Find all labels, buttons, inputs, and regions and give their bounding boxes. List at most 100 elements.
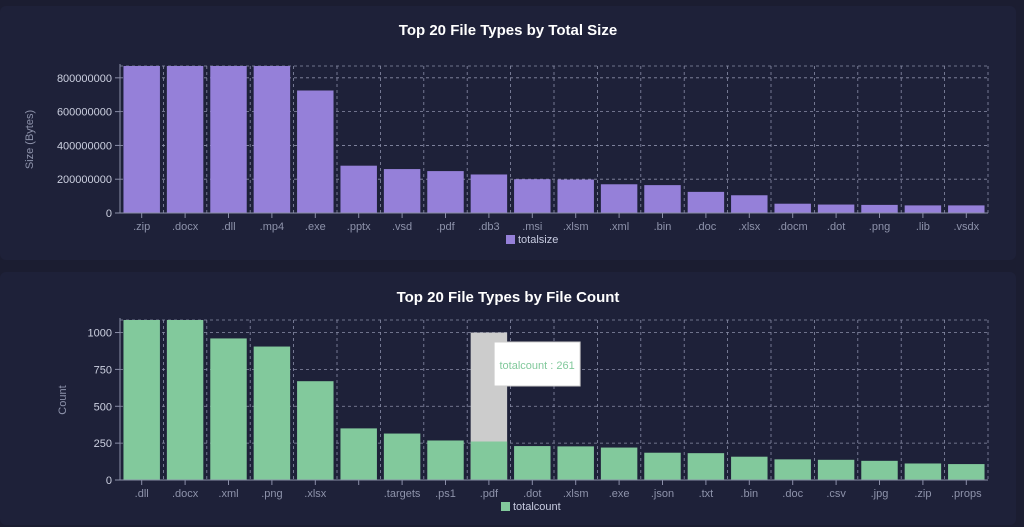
y-tick-label: 800000000	[57, 73, 112, 85]
bar	[774, 203, 811, 213]
x-tick-label: .targets	[384, 488, 421, 500]
y-tick-label: 0	[106, 208, 112, 220]
bar	[340, 428, 377, 480]
bar	[557, 446, 594, 480]
x-tick-label: .pptx	[347, 221, 371, 233]
x-tick-label: .csv	[826, 488, 846, 500]
x-tick-label: .docx	[172, 221, 199, 233]
y-tick-label: 200000000	[57, 174, 112, 186]
y-axis-title: Size (Bytes)	[24, 110, 36, 169]
bar	[687, 191, 725, 213]
bar	[470, 441, 508, 480]
bar	[774, 459, 811, 480]
legend-swatch	[501, 502, 510, 511]
count-chart-title: Top 20 File Types by File Count	[396, 289, 620, 306]
x-tick-label: .dot	[827, 221, 845, 233]
x-tick-label: .xlsm	[563, 488, 589, 500]
x-tick-label: .doc	[696, 221, 717, 233]
x-tick-label: .vsdx	[953, 221, 979, 233]
x-tick-label: .xlsm	[563, 221, 589, 233]
x-tick-label: .lib	[916, 221, 930, 233]
x-tick-label: .bin	[740, 488, 758, 500]
bar	[557, 179, 594, 213]
x-tick-label: .docm	[778, 221, 808, 233]
x-tick-label: .mp4	[260, 221, 284, 233]
bar	[600, 447, 638, 480]
x-tick-label: .exe	[609, 488, 630, 500]
bar	[514, 179, 551, 213]
bar	[470, 174, 508, 213]
bar	[600, 184, 638, 213]
bar	[731, 195, 768, 213]
y-tick-label: 750	[94, 364, 112, 376]
x-tick-label: .dll	[135, 488, 149, 500]
bar	[687, 453, 725, 480]
x-tick-label: .dot	[523, 488, 541, 500]
x-tick-label: .xml	[218, 488, 238, 500]
bar	[383, 433, 421, 480]
x-tick-label: .zip	[133, 221, 150, 233]
bar	[861, 460, 898, 480]
count-bar-chart: 0 250 500 750 1000 .dll .docx .xml .png .xlsx .tar…	[57, 318, 989, 513]
bar	[861, 204, 898, 213]
y-tick-label: 250	[94, 438, 112, 450]
x-tick-label: .msi	[522, 221, 542, 233]
legend-label: totalsize	[518, 234, 558, 246]
bar	[514, 446, 551, 480]
x-tick-label: .doc	[782, 488, 803, 500]
y-tick-label: 500	[94, 401, 112, 413]
legend[interactable]: totalcount	[501, 501, 561, 513]
legend-label: totalcount	[513, 501, 561, 513]
bar	[948, 205, 985, 213]
x-tick-label: .props	[951, 488, 982, 500]
x-tick-label: .pdf	[436, 221, 455, 233]
x-tick-label: .db3	[478, 221, 499, 233]
x-tick-label: .xlsx	[738, 221, 761, 233]
bar	[904, 463, 942, 480]
bar	[166, 320, 204, 480]
bar	[340, 165, 377, 213]
legend-swatch	[506, 235, 515, 244]
x-tick-label: .exe	[305, 221, 326, 233]
size-bar-chart: 0 200000000 400000000 600000000 800000000 .zi…	[24, 64, 989, 246]
x-tick-label: .vsd	[392, 221, 412, 233]
x-tick-label: .xml	[609, 221, 629, 233]
x-tick-label: .bin	[654, 221, 672, 233]
x-tick-label: .jpg	[871, 488, 889, 500]
y-axis-title: Count	[57, 385, 69, 414]
bar	[123, 320, 160, 480]
bar	[904, 205, 942, 213]
bar	[731, 456, 768, 480]
x-tick-label: .zip	[914, 488, 931, 500]
y-tick-label: 0	[106, 475, 112, 487]
x-tick-label: .xlsx	[304, 488, 327, 500]
bar	[948, 464, 985, 480]
x-tick-label: .png	[261, 488, 282, 500]
bar	[817, 204, 855, 213]
x-tick-label: .pdf	[480, 488, 499, 500]
bar	[253, 66, 291, 213]
x-tick-label: .json	[651, 488, 674, 500]
bar	[210, 66, 247, 213]
tooltip-box	[493, 341, 581, 387]
bar	[166, 66, 204, 213]
bar	[644, 185, 681, 213]
bar	[817, 459, 855, 480]
bar	[427, 171, 464, 213]
size-chart-panel: Top 20 File Types by Total Size 0 2000000…	[0, 6, 1016, 260]
y-tick-label: 600000000	[57, 107, 112, 119]
bar	[644, 452, 681, 480]
bar	[210, 338, 247, 480]
x-tick-label: .txt	[699, 488, 714, 500]
bar	[253, 346, 291, 480]
x-tick-label: .png	[869, 221, 890, 233]
bar	[427, 440, 464, 480]
count-chart-panel: Top 20 File Types by File Count 0 250 500 7…	[0, 272, 1016, 525]
bar	[123, 66, 160, 213]
x-tick-label: .ps1	[435, 488, 456, 500]
y-tick-label: 1000	[88, 328, 112, 340]
y-tick-label: 400000000	[57, 140, 112, 152]
bar	[297, 90, 334, 213]
legend[interactable]: totalsize	[506, 234, 558, 246]
size-chart-title: Top 20 File Types by Total Size	[398, 22, 618, 39]
